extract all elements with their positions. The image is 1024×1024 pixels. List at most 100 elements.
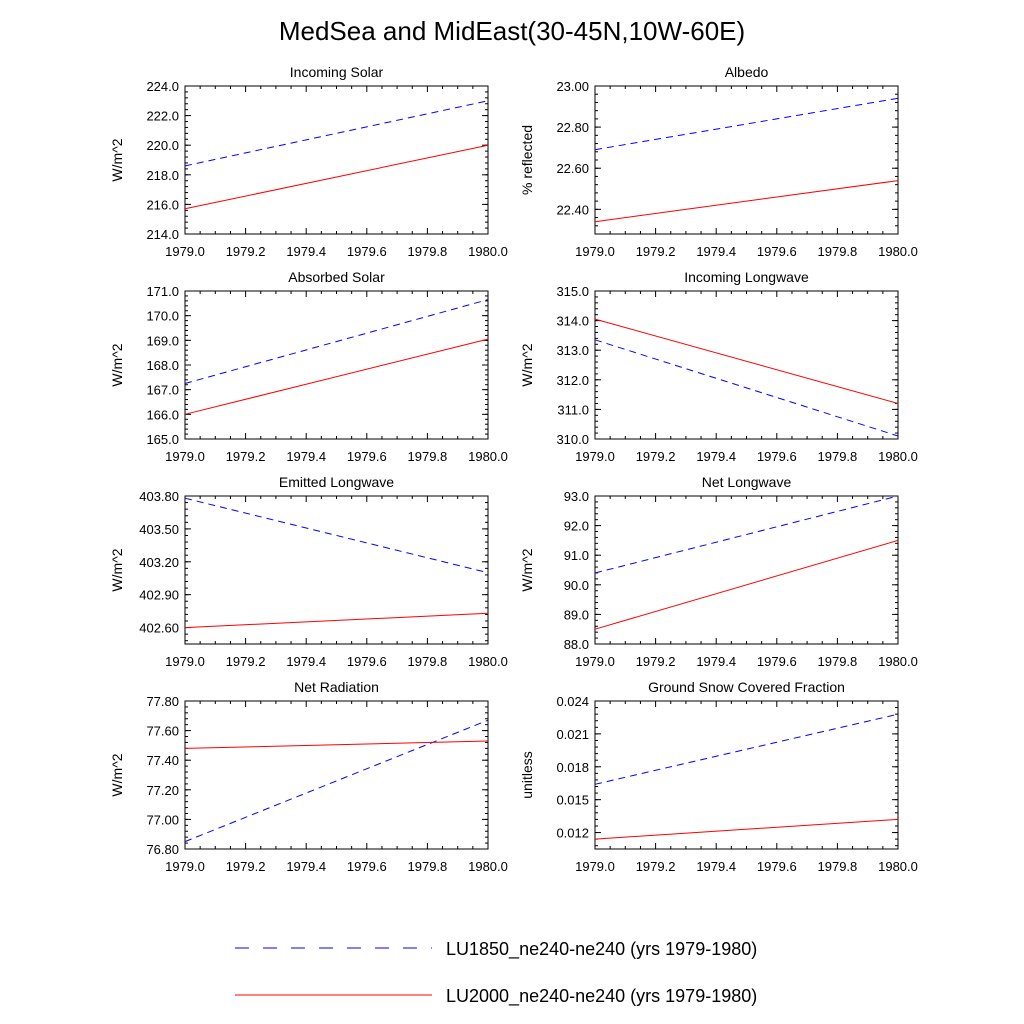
series-line-lu1850 — [184, 100, 489, 167]
legend-label-lu2000: LU2000_ne240-ne240 (yrs 1979-1980) — [446, 986, 757, 1007]
y-axis-label: % reflected — [519, 125, 535, 195]
x-tick-label: 1979.6 — [757, 859, 797, 874]
x-tick-label: 1979.0 — [575, 859, 615, 874]
series-line-lu2000 — [594, 318, 899, 404]
x-tick-label: 1979.6 — [347, 449, 387, 464]
x-tick-label: 1979.4 — [286, 449, 326, 464]
x-tick-label: 1979.8 — [408, 244, 448, 259]
x-tick-label: 1979.0 — [165, 449, 205, 464]
x-tick-label: 1980.0 — [468, 654, 508, 669]
plot-frame — [594, 495, 899, 645]
y-tick-label: 92.0 — [564, 519, 589, 534]
chart-panel: Net Radiation W/m^2 1979.0 1979.2 1979.4 1979… — [109, 679, 508, 874]
x-tick-label: 1979.4 — [696, 654, 736, 669]
y-tick-label: 22.80 — [556, 120, 589, 135]
x-tick-label: 1979.6 — [347, 244, 387, 259]
plot-frame — [184, 700, 489, 850]
x-tick-label: 1979.6 — [757, 244, 797, 259]
chart-panel: Emitted Longwave W/m^2 1979.0 1979.2 1979.4 1… — [109, 474, 508, 669]
x-tick-label: 1979.0 — [575, 244, 615, 259]
x-tick-label: 1979.4 — [696, 449, 736, 464]
y-tick-label: 224.0 — [146, 79, 179, 94]
x-tick-label: 1979.0 — [575, 654, 615, 669]
x-tick-label: 1979.2 — [226, 859, 266, 874]
chart-panel: Absorbed Solar W/m^2 1979.0 1979.2 1979.4 197… — [109, 269, 508, 464]
panel-title: Albedo — [725, 64, 769, 80]
y-tick-label: 77.20 — [146, 783, 179, 798]
panel-title: Net Radiation — [294, 679, 379, 695]
y-tick-label: 315.0 — [556, 284, 589, 299]
chart-panel: Albedo % reflected 1979.0 1979.2 1979.4 1979.… — [519, 64, 918, 259]
series-line-lu2000 — [594, 180, 899, 223]
x-tick-label: 1979.2 — [636, 449, 676, 464]
y-tick-label: 313.0 — [556, 343, 589, 358]
y-tick-label: 216.0 — [146, 197, 179, 212]
y-tick-label: 214.0 — [146, 227, 179, 242]
y-tick-label: 402.90 — [139, 588, 179, 603]
plot-frame — [594, 700, 899, 850]
plot-frame — [594, 290, 899, 440]
x-tick-label: 1980.0 — [468, 449, 508, 464]
plot-frame — [184, 85, 489, 235]
figure-legend: LU1850_ne240-ne240 (yrs 1979-1980) LU200… — [235, 939, 757, 1007]
series-line-lu2000 — [184, 144, 489, 210]
panel-title: Net Longwave — [702, 474, 792, 490]
x-tick-label: 1979.2 — [636, 859, 676, 874]
x-tick-label: 1980.0 — [878, 654, 918, 669]
x-tick-label: 1979.8 — [818, 449, 858, 464]
x-tick-label: 1979.4 — [696, 859, 736, 874]
x-tick-label: 1979.2 — [636, 654, 676, 669]
y-tick-label: 310.0 — [556, 432, 589, 447]
series-line-lu1850 — [184, 719, 489, 843]
y-tick-label: 0.024 — [556, 694, 589, 709]
series-line-lu1850 — [594, 339, 899, 437]
x-tick-label: 1979.4 — [286, 244, 326, 259]
y-tick-label: 170.0 — [146, 309, 179, 324]
x-tick-label: 1979.2 — [226, 449, 266, 464]
y-tick-label: 89.0 — [564, 607, 589, 622]
x-tick-label: 1980.0 — [878, 449, 918, 464]
panel-title: Absorbed Solar — [288, 269, 385, 285]
panel-title: Incoming Longwave — [684, 269, 809, 285]
y-tick-label: 171.0 — [146, 284, 179, 299]
y-tick-label: 312.0 — [556, 373, 589, 388]
y-tick-label: 403.50 — [139, 522, 179, 537]
y-tick-label: 402.60 — [139, 621, 179, 636]
y-tick-label: 77.80 — [146, 694, 179, 709]
x-tick-label: 1980.0 — [468, 859, 508, 874]
x-tick-label: 1979.6 — [757, 654, 797, 669]
y-axis-label: W/m^2 — [109, 548, 125, 591]
x-tick-label: 1979.4 — [696, 244, 736, 259]
panel-title: Incoming Solar — [290, 64, 384, 80]
y-tick-label: 93.0 — [564, 489, 589, 504]
y-tick-label: 88.0 — [564, 637, 589, 652]
x-tick-label: 1980.0 — [878, 244, 918, 259]
y-tick-label: 23.00 — [556, 79, 589, 94]
y-tick-label: 91.0 — [564, 548, 589, 563]
x-tick-label: 1979.0 — [165, 244, 205, 259]
chart-panel: Net Longwave W/m^2 1979.0 1979.2 1979.4 1979.… — [519, 474, 918, 669]
y-axis-label: W/m^2 — [109, 138, 125, 181]
y-tick-label: 77.60 — [146, 724, 179, 739]
y-tick-label: 403.20 — [139, 555, 179, 570]
plot-frame — [184, 290, 489, 440]
series-line-lu1850 — [184, 497, 489, 574]
y-tick-label: 77.00 — [146, 812, 179, 827]
x-tick-label: 1979.6 — [757, 449, 797, 464]
y-axis-label: W/m^2 — [109, 343, 125, 386]
series-line-lu2000 — [184, 612, 489, 629]
x-tick-label: 1979.0 — [575, 449, 615, 464]
y-tick-label: 403.80 — [139, 489, 179, 504]
y-tick-label: 76.80 — [146, 842, 179, 857]
y-tick-label: 166.0 — [146, 407, 179, 422]
series-line-lu1850 — [594, 97, 899, 151]
x-tick-label: 1980.0 — [878, 859, 918, 874]
series-line-lu2000 — [594, 818, 899, 840]
x-tick-label: 1980.0 — [468, 244, 508, 259]
series-line-lu2000 — [184, 740, 489, 749]
panel-title: Ground Snow Covered Fraction — [648, 679, 845, 695]
y-axis-label: W/m^2 — [519, 343, 535, 386]
x-tick-label: 1979.8 — [408, 449, 448, 464]
chart-panel: Incoming Solar W/m^2 1979.0 1979.2 1979.4 197… — [109, 64, 508, 259]
